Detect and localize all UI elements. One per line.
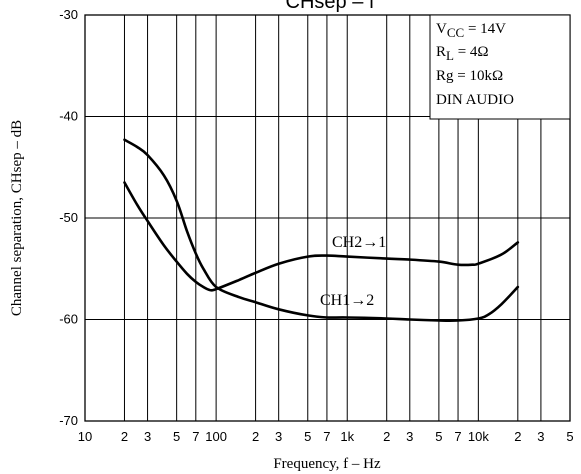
chart-title: CHsep – f [286,0,375,13]
y-tick-label: -50 [59,210,78,225]
curves [123,138,520,323]
series-line-2 [123,181,520,292]
curve-label-ch2-1: CH2→1 [332,234,386,251]
x-tick-label: 3 [537,429,544,444]
x-tick-label: 2 [514,429,521,444]
y-tick-label: -70 [59,413,78,428]
series-line-1 [123,138,520,323]
x-tick-labels: 10 2 3 5 7 100 2 3 5 7 1k 2 3 5 7 10k 2 3 5 [78,429,574,444]
x-tick-label: 3 [275,429,282,444]
x-tick-label: 2 [383,429,390,444]
y-tick-label: -30 [59,7,78,22]
curve-label-ch1-2: CH1→2 [320,292,374,309]
y-axis-label: Channel separation, CHsep – dB [9,120,25,316]
x-tick-label: 7 [323,429,330,444]
x-tick-label: 7 [192,429,199,444]
x-tick-label: 5 [173,429,180,444]
x-tick-label: 2 [121,429,128,444]
conditions-box: VCC = 14V RL = 4Ω Rg = 10kΩ DIN AUDIO [429,14,571,120]
condition-vcc: VCC = 14V [436,21,506,40]
x-tick-label: 10 [78,429,92,444]
x-tick-label: 5 [566,429,573,444]
y-tick-label: -40 [59,109,78,124]
x-tick-label: 3 [406,429,413,444]
x-axis-label: Frequency, f – Hz [273,456,381,472]
x-tick-label: 1k [340,429,354,444]
x-tick-label: 3 [144,429,151,444]
x-tick-label: 7 [454,429,461,444]
condition-din: DIN AUDIO [436,92,514,108]
condition-rg: Rg = 10kΩ [436,68,503,84]
x-tick-label: 5 [304,429,311,444]
conditions-box-frame [429,14,571,120]
y-tick-label: -60 [59,312,78,327]
y-tick-labels: -30 -40 -50 -60 -70 [59,7,78,428]
x-tick-label: 10k [468,429,489,444]
x-tick-label: 2 [252,429,259,444]
plot-frame [84,14,571,422]
condition-rl: RL = 4Ω [436,44,489,63]
grid [85,15,570,421]
x-tick-label: 100 [205,429,227,444]
x-tick-label: 5 [435,429,442,444]
